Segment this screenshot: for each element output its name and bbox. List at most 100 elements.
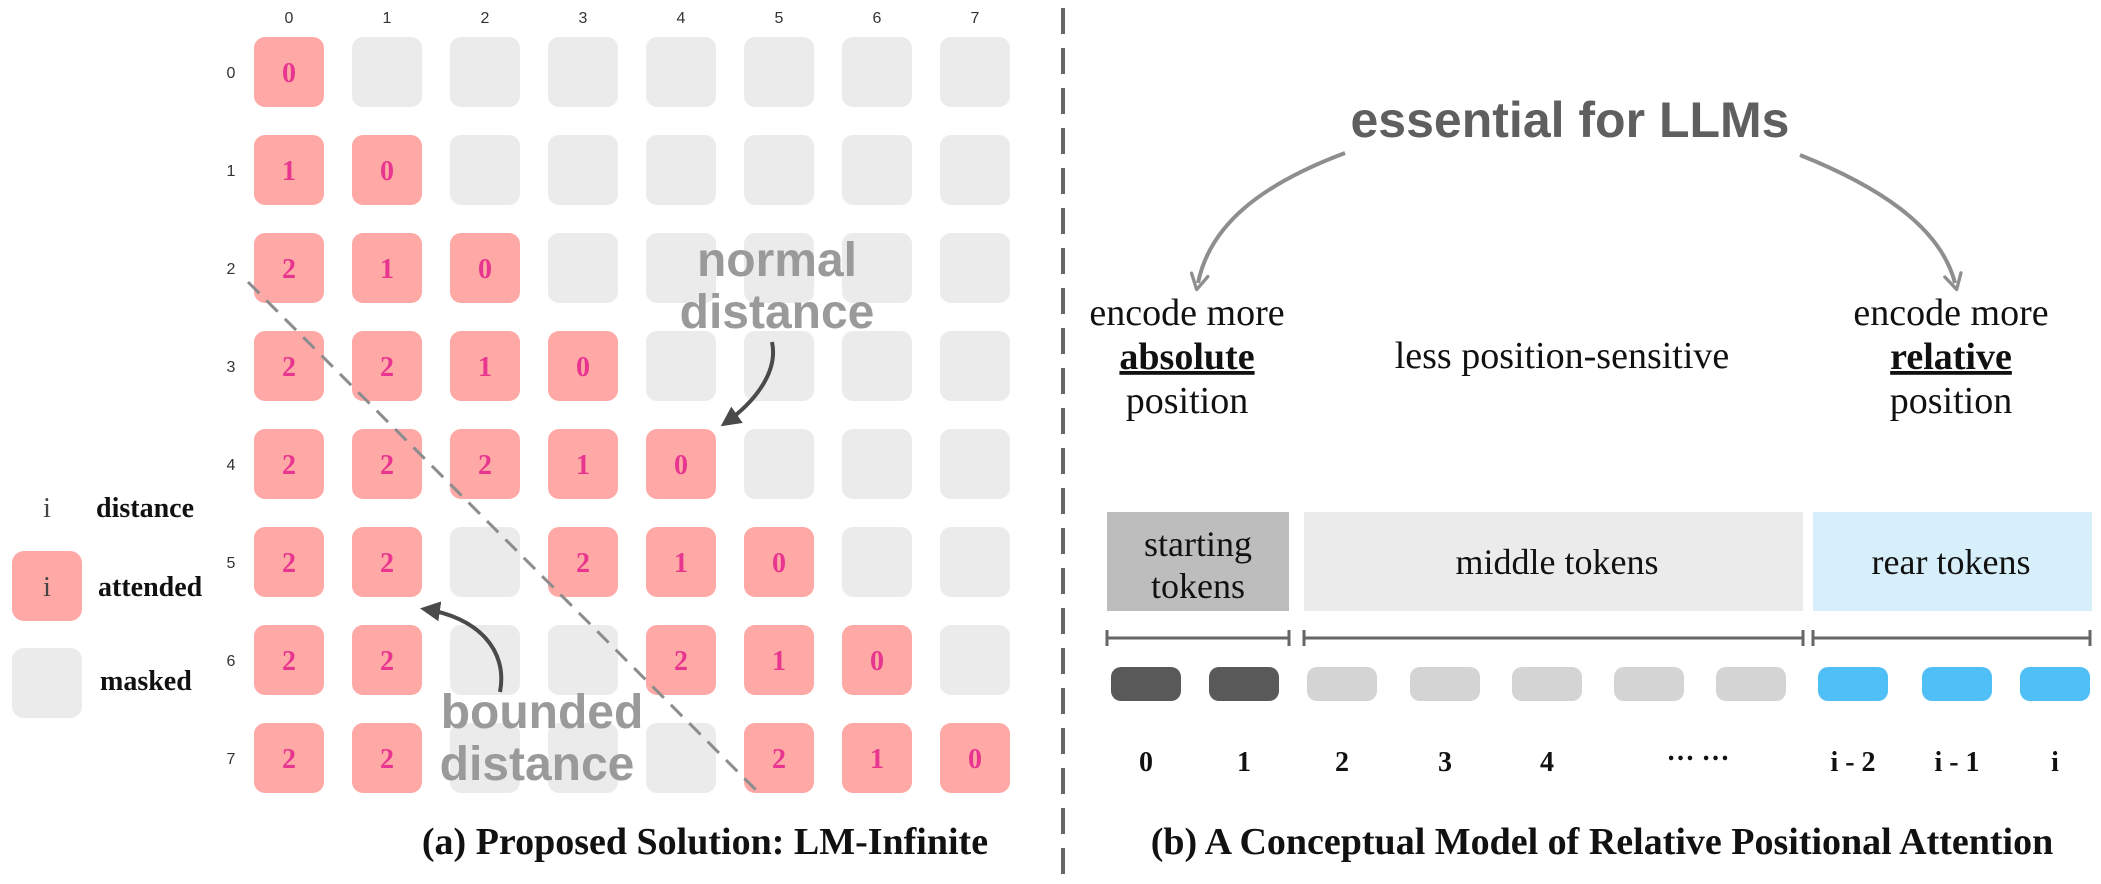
relative-line-1: encode more	[1853, 292, 2048, 334]
row-label-5: 5	[227, 555, 236, 572]
cell-distance-value: 2	[282, 254, 296, 285]
masked-cell	[646, 331, 716, 401]
token-index-label: 2	[1335, 747, 1349, 778]
token-pill	[1410, 667, 1480, 701]
bounded-distance-arrow	[420, 601, 504, 693]
masked-cell	[548, 135, 618, 205]
arrow-to-absolute	[1189, 151, 1346, 292]
cell-box	[744, 331, 814, 401]
token-pill	[1307, 667, 1377, 701]
cell-box	[842, 429, 912, 499]
attention-matrix: 0 1 0 2 1 0 2 2 1 0 2 2 2 1 0 2 2 2 1 0 2 2 2 1 0 2 2 2 1 0	[254, 37, 1010, 793]
cell-distance-value: 0	[380, 156, 394, 187]
token-pill	[1614, 667, 1684, 701]
cell-box	[940, 429, 1010, 499]
cell-distance-value: 1	[478, 352, 492, 383]
attended-cell: 2	[352, 429, 422, 499]
row-label-7: 7	[227, 751, 236, 768]
masked-cell	[744, 233, 814, 303]
token-pill	[1818, 667, 1888, 701]
cell-distance-value: 1	[576, 450, 590, 481]
cell-box	[254, 331, 324, 401]
masked-cell	[842, 135, 912, 205]
attended-cell: 2	[450, 429, 520, 499]
cell-box	[254, 625, 324, 695]
token-index-label: i - 1	[1934, 747, 1979, 778]
attended-cell: 2	[254, 429, 324, 499]
cell-distance-value: 2	[380, 450, 394, 481]
cell-distance-value: 0	[968, 744, 982, 775]
cell-distance-value: 2	[282, 352, 296, 383]
cell-box	[352, 527, 422, 597]
masked-cell	[842, 331, 912, 401]
normal-distance-arrow	[720, 341, 775, 427]
cell-box	[842, 135, 912, 205]
starting-tokens-label-1: starting	[1144, 524, 1252, 564]
cell-box	[940, 723, 1010, 793]
row-label-0: 0	[227, 65, 236, 82]
legend-attended-label: attended	[98, 572, 203, 603]
cell-box	[548, 527, 618, 597]
heading-essential: essential for LLMs	[1351, 92, 1790, 148]
token-index-label: i	[2051, 747, 2059, 778]
cell-distance-value: 2	[380, 548, 394, 579]
attended-cell: 2	[254, 723, 324, 793]
attended-cell: 2	[352, 625, 422, 695]
cell-box	[646, 37, 716, 107]
panel-b: essential for LLMs encode more absolute …	[1089, 92, 2092, 863]
col-label-2: 2	[481, 10, 490, 27]
masked-cell	[450, 135, 520, 205]
masked-cell	[352, 37, 422, 107]
cell-distance-value: 0	[772, 548, 786, 579]
cell-distance-value: 2	[576, 548, 590, 579]
masked-cell	[450, 527, 520, 597]
token-pill	[1209, 667, 1279, 701]
token-pill	[1512, 667, 1582, 701]
cell-box	[352, 37, 422, 107]
cell-distance-value: 2	[282, 744, 296, 775]
cell-box	[646, 331, 716, 401]
column-labels: 0 1 2 3 4 5 6 7	[285, 10, 980, 27]
col-label-1: 1	[383, 10, 392, 27]
cell-box	[548, 331, 618, 401]
token-pill	[2020, 667, 2090, 701]
cell-box	[646, 723, 716, 793]
cell-box	[548, 135, 618, 205]
col-label-0: 0	[285, 10, 294, 27]
starting-tokens-label-2: tokens	[1151, 566, 1245, 606]
normal-distance-label-2: distance	[680, 286, 875, 339]
token-index-label: 3	[1438, 747, 1452, 778]
row-label-4: 4	[227, 457, 236, 474]
cell-box	[646, 527, 716, 597]
cell-box	[744, 429, 814, 499]
token-index-label: 0	[1139, 747, 1153, 778]
masked-cell	[450, 37, 520, 107]
attended-cell: 1	[254, 135, 324, 205]
cell-box	[842, 527, 912, 597]
masked-cell	[548, 233, 618, 303]
cell-box	[646, 625, 716, 695]
cell-box	[940, 331, 1010, 401]
cell-box	[940, 625, 1010, 695]
middle-bracket	[1302, 630, 1805, 646]
legend-masked-swatch	[12, 648, 82, 718]
masked-cell	[940, 625, 1010, 695]
legend-attended-symbol: i	[43, 572, 51, 603]
legend: i distance i attended masked	[12, 493, 203, 718]
cell-box	[548, 625, 618, 695]
attended-cell: 0	[352, 135, 422, 205]
cell-box	[548, 723, 618, 793]
masked-cell	[744, 135, 814, 205]
cell-box	[940, 135, 1010, 205]
token-index-label: 1	[1237, 747, 1251, 778]
cell-box	[254, 37, 324, 107]
cell-distance-value: 1	[380, 254, 394, 285]
masked-cell	[842, 37, 912, 107]
cell-distance-value: 0	[576, 352, 590, 383]
cell-box	[548, 233, 618, 303]
cell-box	[352, 723, 422, 793]
starting-bracket	[1105, 630, 1291, 646]
row-label-6: 6	[227, 653, 236, 670]
masked-cell	[940, 429, 1010, 499]
